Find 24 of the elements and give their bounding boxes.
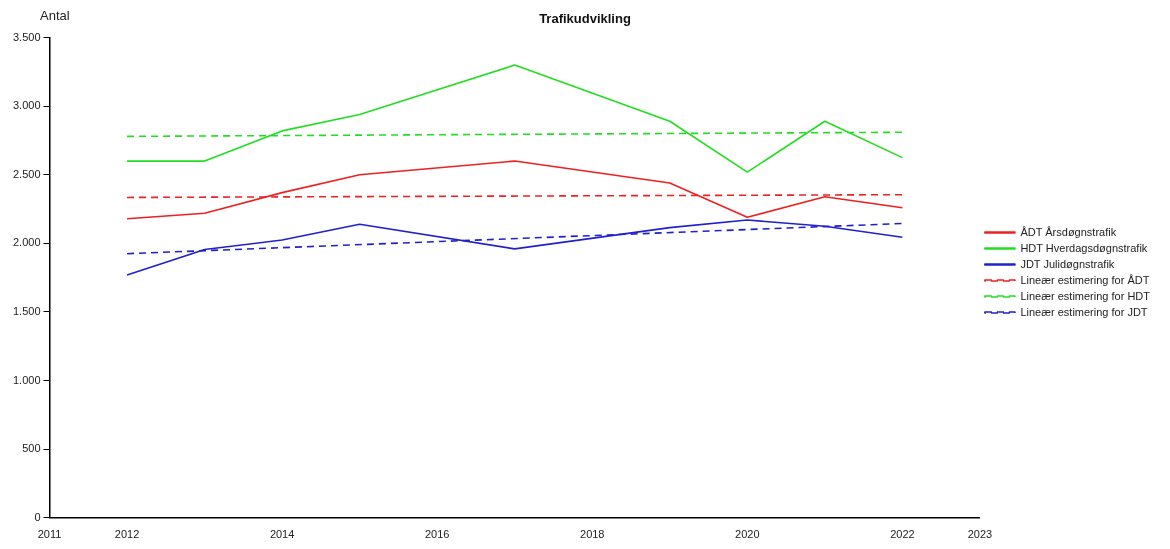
x-tick-label: 2020 (735, 528, 760, 541)
x-tick-label: 2023 (967, 528, 993, 541)
y-tick-label: 1.500 (13, 305, 41, 318)
legend-label: ÅDT Årsdøgnstrafik (1020, 225, 1117, 238)
y-tick-label: 500 (22, 442, 41, 455)
legend-label: HDT Hverdagsdøgnstrafik (1020, 241, 1148, 254)
y-tick-label: 3.500 (13, 30, 41, 43)
x-tick-label: 2012 (114, 528, 140, 541)
x-tick-label: 2011 (37, 528, 62, 541)
x-tick-label: 2016 (424, 528, 450, 541)
x-tick-label: 2022 (890, 528, 915, 541)
legend-label: Lineær estimering for ÅDT (1020, 273, 1150, 286)
legend-label: JDT Julidøgnstrafik (1020, 257, 1115, 270)
x-tick-label: 2014 (269, 528, 295, 541)
y-tick-label: 1.000 (13, 373, 41, 386)
y-tick-label: 2.000 (13, 236, 41, 249)
legend-label: Lineær estimering for HDT (1020, 289, 1151, 302)
y-axis-title: Antal (40, 8, 70, 24)
y-tick-label: 0 (34, 510, 41, 523)
chart-title: Trafikudvikling (539, 11, 631, 27)
y-tick-label: 3.000 (13, 99, 41, 112)
x-tick-label: 2018 (580, 528, 605, 541)
legend-label: Lineær estimering for JDT (1020, 305, 1148, 318)
y-tick-label: 2.500 (13, 167, 41, 180)
